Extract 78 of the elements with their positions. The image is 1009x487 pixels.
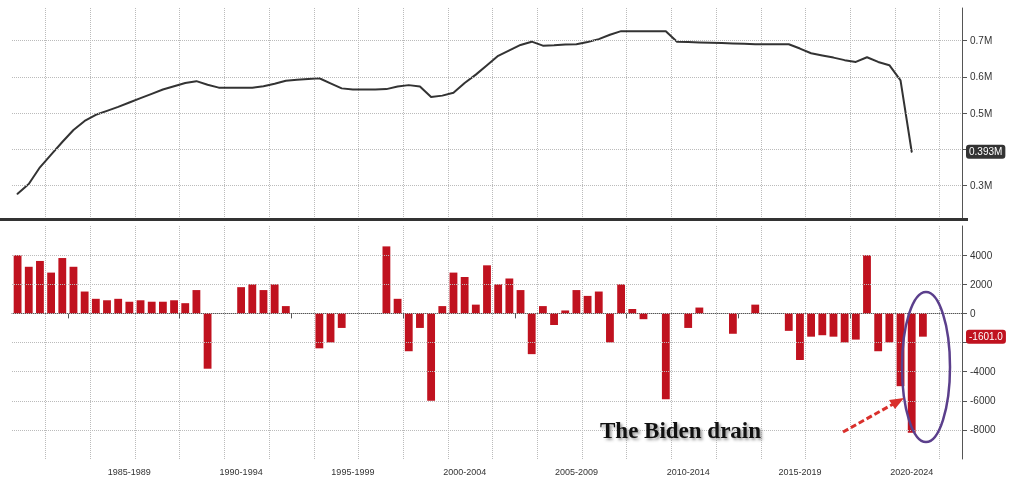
line-series	[16, 30, 913, 195]
x-tick-label: 1990-1994	[219, 466, 263, 477]
bar	[807, 313, 816, 337]
bar	[337, 313, 346, 328]
bar	[91, 298, 100, 314]
bar	[36, 260, 44, 314]
bar	[47, 272, 56, 314]
x-tick-label: 2020-2024	[890, 466, 934, 477]
bar	[606, 313, 614, 343]
text: -1601.0	[969, 331, 1004, 343]
bar	[796, 313, 804, 360]
bar	[885, 313, 894, 343]
y-tick-label: 4000	[970, 249, 993, 261]
bar	[147, 301, 156, 314]
y-tick-label: -6000	[970, 395, 997, 407]
bar	[13, 255, 22, 314]
bar	[583, 295, 592, 314]
y-tick-label: 0.5M	[970, 107, 993, 119]
bar	[427, 313, 436, 401]
bar	[315, 313, 324, 349]
bar	[594, 291, 603, 314]
bar	[851, 313, 860, 340]
bar	[661, 313, 670, 400]
bar	[24, 266, 33, 314]
x-tick-label: 2010-2014	[666, 466, 710, 477]
y-tick-label: -8000	[970, 424, 997, 436]
bar	[628, 309, 637, 314]
bar	[438, 306, 447, 314]
bar	[248, 284, 257, 314]
y-tick-label: 2000	[970, 278, 993, 290]
y-tick-label: 0.3M	[970, 179, 993, 191]
y-tick-label: -4000	[970, 366, 997, 378]
bar	[617, 284, 626, 314]
bar	[829, 313, 838, 337]
y-tick-label: 0	[970, 307, 976, 319]
bar	[494, 284, 503, 314]
bar	[114, 298, 123, 314]
bar	[80, 291, 89, 314]
x-tick-label: 1985-1989	[107, 466, 151, 477]
bar	[416, 313, 424, 328]
x-tick-label: 2005-2009	[554, 466, 598, 477]
bar	[460, 276, 469, 314]
bar	[404, 313, 413, 352]
bar	[125, 301, 134, 314]
bar	[918, 313, 927, 337]
bar	[863, 255, 871, 314]
bar	[281, 306, 290, 314]
text: 0.393M	[969, 146, 1003, 158]
bar	[237, 287, 246, 314]
bar	[270, 284, 279, 314]
bar	[728, 313, 737, 334]
bar	[181, 303, 190, 314]
y-tick-label: 0.6M	[970, 71, 993, 83]
bar	[471, 304, 480, 314]
bar	[527, 313, 536, 355]
y-tick-label: 0.7M	[970, 35, 993, 47]
bar	[538, 306, 547, 314]
x-tick-label: 1995-1999	[331, 466, 375, 477]
annotation: The Biden drain	[600, 418, 762, 444]
x-tick-label: 2015-2019	[778, 466, 822, 477]
bar	[483, 265, 491, 314]
bar	[505, 278, 514, 314]
bar	[907, 313, 916, 433]
bar	[58, 258, 67, 314]
bar	[784, 313, 793, 331]
bar	[170, 300, 178, 314]
bar	[158, 301, 167, 314]
x-tick-label: 2000-2004	[443, 466, 487, 477]
bar	[684, 313, 693, 328]
bar	[550, 313, 558, 326]
bar	[393, 298, 402, 314]
bar	[561, 310, 570, 314]
bar	[751, 304, 760, 314]
bar	[203, 313, 212, 369]
bar	[840, 313, 849, 343]
bar	[874, 313, 883, 352]
bar	[103, 300, 111, 314]
bar	[818, 313, 827, 336]
